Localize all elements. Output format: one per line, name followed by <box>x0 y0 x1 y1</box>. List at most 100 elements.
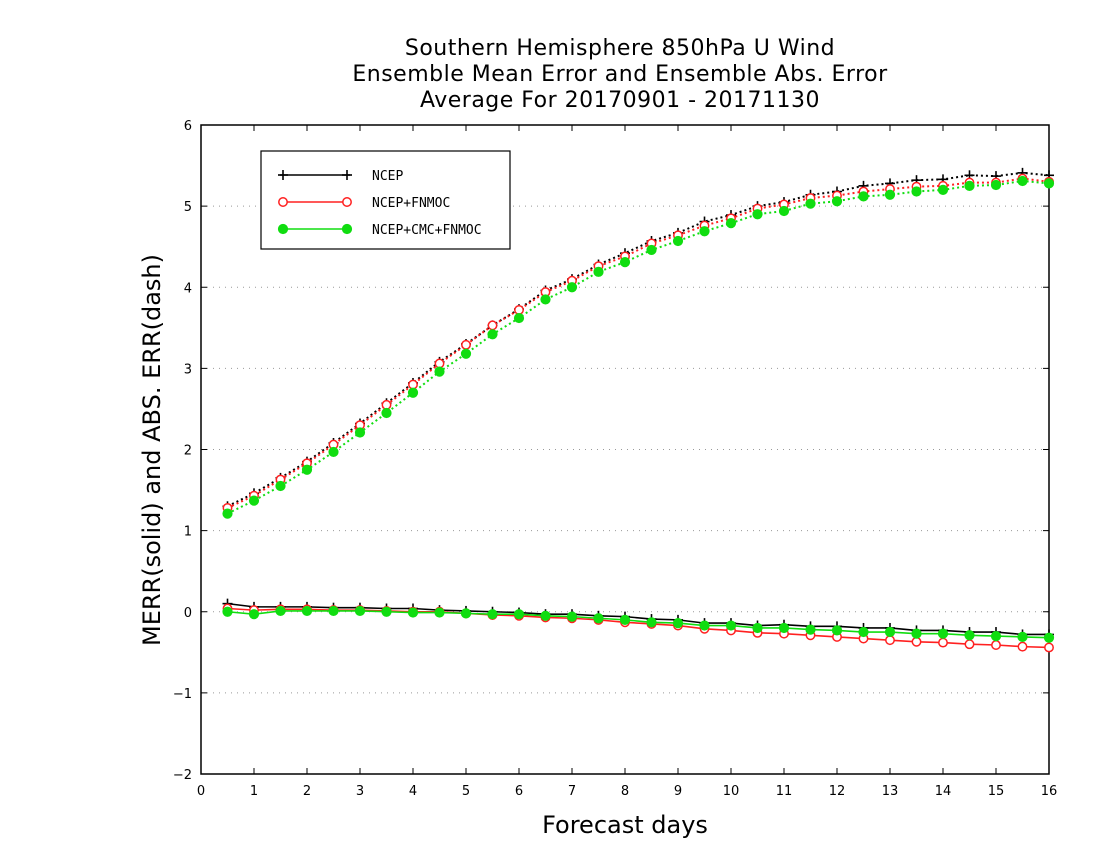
x-tick-label: 14 <box>935 784 952 799</box>
x-tick-label: 8 <box>621 784 629 799</box>
mean-error-line <box>227 607 1050 649</box>
mean-error-point <box>275 605 286 617</box>
legend-label: NCEP+FNMOC <box>372 196 450 211</box>
series-ncep-cmc-fnmoc <box>222 175 1055 643</box>
x-tick-label: 12 <box>829 784 846 799</box>
abs-error-point <box>301 464 313 475</box>
legend-label: NCEP+CMC+FNMOC <box>372 223 482 238</box>
abs-error-point <box>540 294 551 305</box>
abs-error-point <box>699 226 710 237</box>
mean-error-point <box>487 609 498 620</box>
mean-error-point <box>964 639 975 650</box>
abs-error-point <box>619 257 631 268</box>
mean-error-point <box>434 607 445 618</box>
y-tick-label: 1 <box>184 525 192 540</box>
abs-error-point <box>990 179 1002 191</box>
abs-error-point <box>434 358 445 369</box>
x-tick-label: 3 <box>356 784 364 799</box>
x-axis-label: Forecast days <box>542 811 708 839</box>
mean-error-point <box>778 622 790 634</box>
abs-error-point <box>884 189 896 200</box>
abs-error-point <box>354 427 366 438</box>
abs-error-point <box>248 495 260 506</box>
mean-error-point <box>991 640 1001 650</box>
x-tick-label: 7 <box>568 784 576 799</box>
y-tick-label: 0 <box>184 606 192 621</box>
abs-error-point <box>937 184 949 195</box>
mean-error-point <box>1043 632 1055 643</box>
x-tick-label: 11 <box>776 784 793 799</box>
abs-error-point <box>752 209 763 220</box>
mean-error-point <box>381 606 392 617</box>
abs-error-point <box>275 480 286 492</box>
mean-error-point <box>725 620 737 631</box>
legend-label: NCEP <box>372 169 403 184</box>
mean-error-point <box>328 605 339 617</box>
x-tick-label: 1 <box>250 784 258 799</box>
mean-error-point <box>672 618 684 629</box>
mean-error-point <box>805 624 816 635</box>
mean-error-point <box>566 611 578 622</box>
x-tick-label: 10 <box>723 784 740 799</box>
abs-error-point <box>831 196 843 207</box>
x-tick-label: 2 <box>303 784 311 799</box>
mean-error-point <box>885 635 895 646</box>
abs-error-point <box>487 320 498 331</box>
abs-error-point <box>805 198 816 209</box>
mean-error-point <box>911 628 922 639</box>
abs-error-point <box>593 266 604 277</box>
chart-title-line-3: Average For 20170901 - 20171130 <box>419 88 821 113</box>
series-group <box>222 167 1055 653</box>
abs-error-point <box>725 218 737 229</box>
abs-error-point <box>460 348 472 359</box>
mean-error-point <box>301 605 313 617</box>
y-tick-label: 2 <box>184 444 192 459</box>
x-tick-label: 5 <box>462 784 470 799</box>
chart-title-line-2: Ensemble Mean Error and Ensemble Abs. Er… <box>352 62 888 87</box>
abs-error-point <box>381 399 392 410</box>
y-tick-label: 3 <box>184 362 192 377</box>
abs-error-point <box>778 205 790 217</box>
legend-marker <box>277 223 289 235</box>
abs-error-point <box>408 379 418 390</box>
abs-error-point <box>911 186 922 197</box>
mean-error-point <box>248 609 260 620</box>
mean-error-line <box>227 602 1049 636</box>
x-tick-label: 9 <box>674 784 682 799</box>
abs-error-point <box>964 180 975 191</box>
chart-title: Southern Hemisphere 850hPa U Wind Ensemb… <box>0 36 1100 114</box>
legend-marker <box>278 170 288 180</box>
abs-error-point <box>858 191 869 202</box>
abs-error-point <box>513 312 525 324</box>
mean-error-point <box>513 609 525 620</box>
mean-error-point <box>1017 631 1028 642</box>
y-axis-label: MERR(solid) and ABS. ERR(dash) <box>138 254 166 646</box>
mean-error-point <box>407 607 419 618</box>
mean-error-point <box>540 610 551 621</box>
legend-box <box>260 150 511 250</box>
mean-error-point <box>911 636 922 647</box>
mean-error-line <box>227 610 1050 639</box>
mean-error-point <box>1017 641 1028 652</box>
mean-error-point <box>460 608 472 619</box>
mean-error-point <box>858 626 869 638</box>
mean-error-point <box>938 637 948 648</box>
abs-error-point <box>514 305 524 315</box>
chart-title-line-1: Southern Hemisphere 850hPa U Wind <box>404 36 836 61</box>
mean-error-point <box>831 625 843 636</box>
abs-error-point <box>407 387 419 398</box>
mean-error-point <box>752 622 763 634</box>
x-tick-label: 0 <box>197 784 205 799</box>
abs-error-point <box>222 508 233 519</box>
x-tick-label: 13 <box>882 784 899 799</box>
mean-error-point <box>1044 642 1054 653</box>
mean-error-point <box>964 630 975 641</box>
mean-error-point <box>990 630 1002 642</box>
abs-error-point <box>381 407 392 419</box>
abs-error-point <box>487 329 498 340</box>
y-tick-label: −2 <box>173 768 192 783</box>
legend-marker <box>342 170 352 180</box>
mean-error-point <box>699 620 710 631</box>
abs-error-point <box>672 235 684 247</box>
